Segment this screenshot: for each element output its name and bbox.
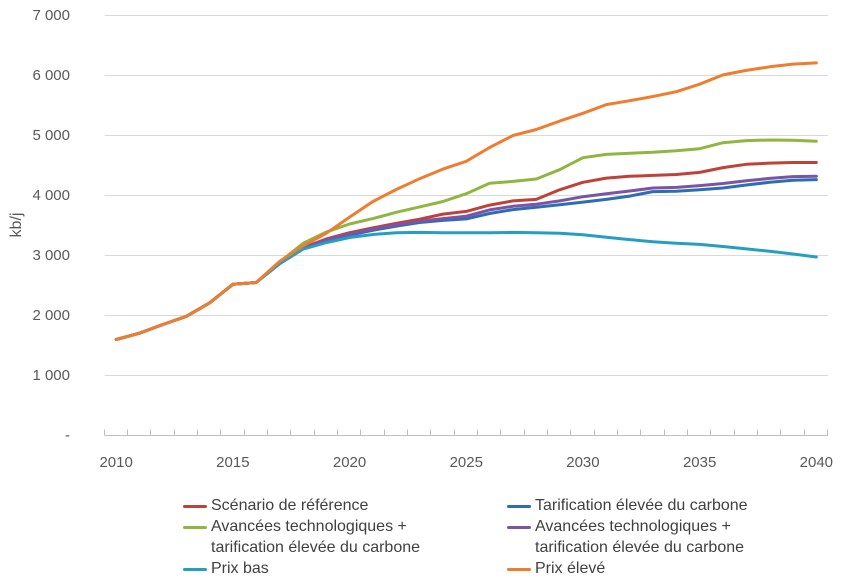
- legend-dash-icon: [507, 504, 531, 508]
- legend-item-avancees-tarification-violette: Avancées technologiques + tarification é…: [507, 516, 842, 558]
- legend-label: Prix élevé: [535, 560, 606, 577]
- legend-dash-icon: [507, 525, 531, 529]
- x-axis-tick-label: 2040: [799, 454, 834, 471]
- x-axis-tick-label: 2025: [449, 454, 483, 471]
- legend-item-prix-bas: Prix bas: [183, 558, 503, 579]
- y-axis-tick-label: 6 000: [32, 66, 70, 84]
- y-axis-tick-label: 1 000: [32, 366, 70, 384]
- y-axis-tick-label: 5 000: [32, 126, 70, 144]
- y-axis-tick-label: -: [65, 426, 70, 444]
- x-axis-tick-label: 2035: [682, 454, 717, 471]
- x-axis-tick-label: 2020: [332, 454, 367, 471]
- legend-label: Avancées technologiques + tarification é…: [535, 518, 745, 556]
- y-axis-tick-label: 7 000: [32, 6, 70, 24]
- legend-item-scenario-de-reference: Scénario de référence: [183, 495, 503, 516]
- legend-label: Tarification élevée du carbone: [535, 497, 748, 514]
- y-axis-tick-label: 2 000: [32, 306, 70, 324]
- x-axis-tick-label: 2010: [99, 454, 133, 471]
- x-axis-tick-label: 2030: [566, 454, 600, 471]
- legend-dash-icon: [183, 504, 207, 508]
- legend-label: Scénario de référence: [211, 497, 369, 514]
- y-axis-title: kb/j: [8, 212, 25, 238]
- legend-label: Prix bas: [211, 560, 269, 577]
- legend-dash-icon: [183, 525, 207, 529]
- y-axis-tick-label: 3 000: [32, 246, 70, 264]
- x-axis-tick-label: 2015: [216, 454, 250, 471]
- legend-item-avancees-tarification-verte: Avancées technologiques + tarification é…: [183, 516, 503, 558]
- legend-column-left: Scénario de référence Avancées technolog…: [183, 495, 503, 579]
- y-axis-tick-label: 4 000: [32, 186, 70, 204]
- legend-dash-icon: [507, 567, 531, 571]
- legend-item-tarification-elevee-du-carbone: Tarification élevée du carbone: [507, 495, 842, 516]
- legend-column-right: Tarification élevée du carbone Avancées …: [507, 495, 842, 579]
- legend-dash-icon: [183, 567, 207, 571]
- series-line-4: [114, 230, 818, 341]
- legend-label: Avancées technologiques + tarification é…: [211, 518, 421, 556]
- legend-item-prix-eleve: Prix élevé: [507, 558, 842, 579]
- series-line-5: [114, 61, 818, 341]
